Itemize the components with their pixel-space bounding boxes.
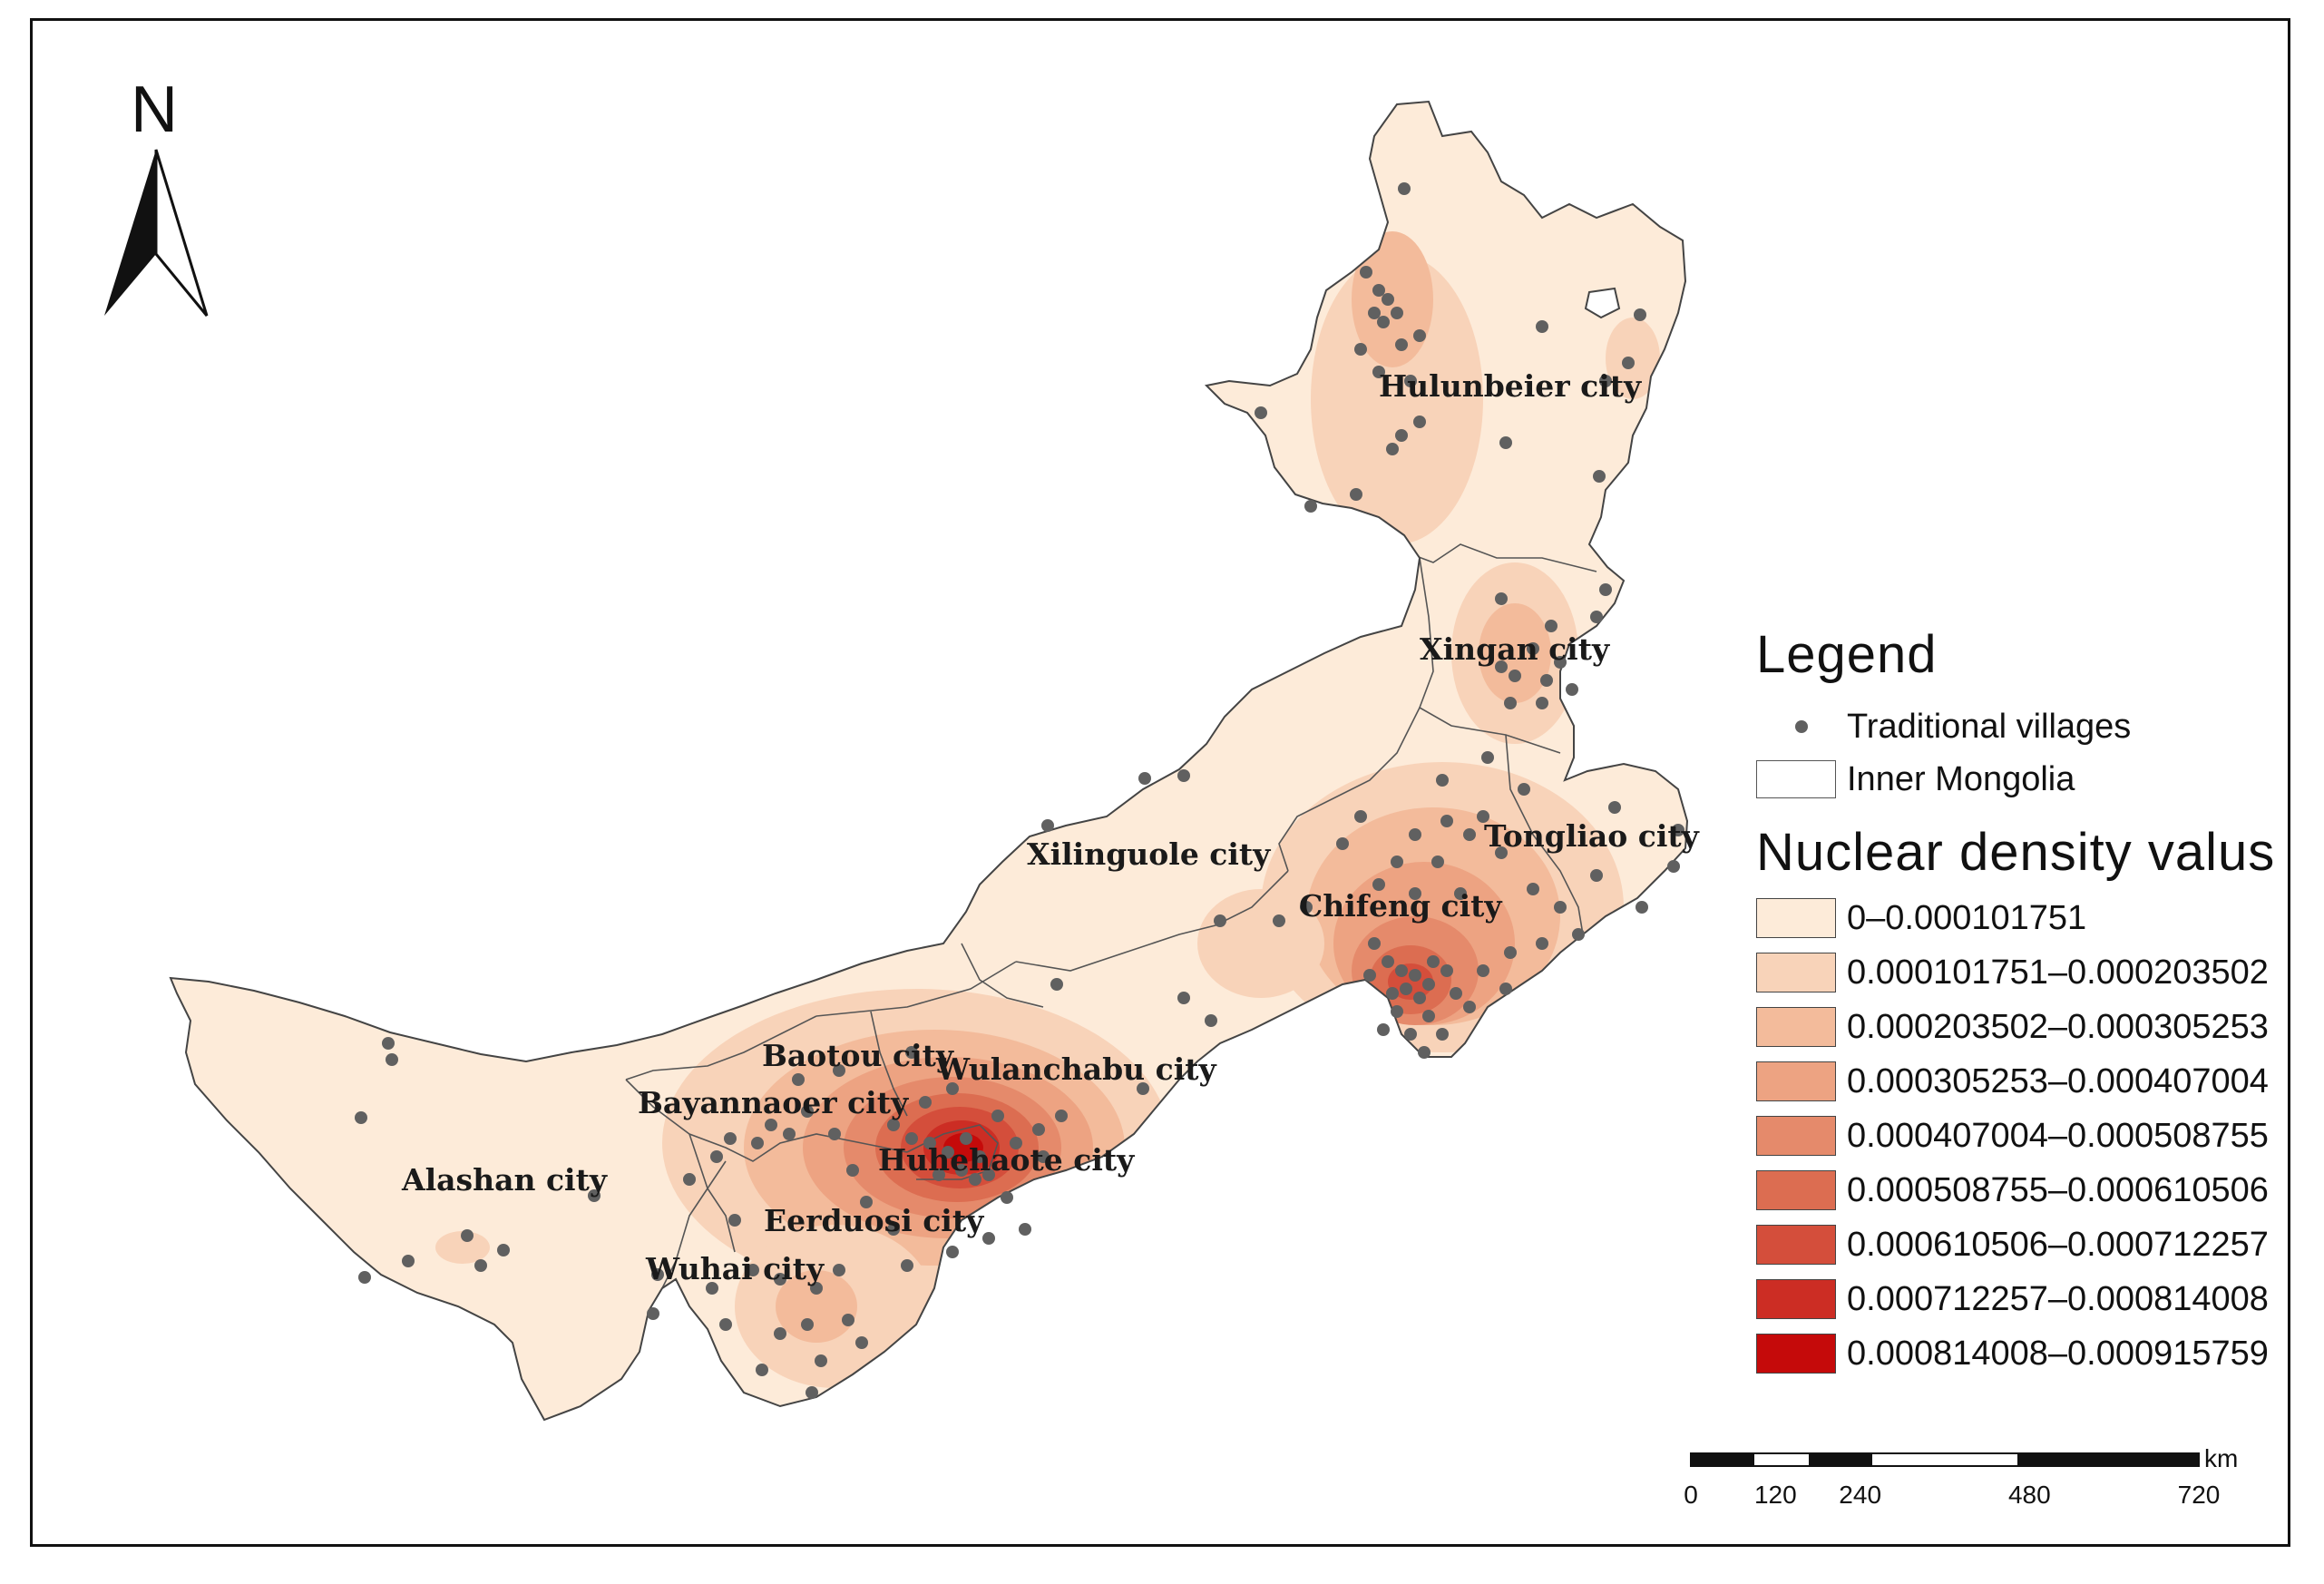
north-arrow-left-half xyxy=(104,150,156,316)
density-class-label: 0.000712257–0.000814008 xyxy=(1847,1279,2269,1318)
density-class-label: 0–0.000101751 xyxy=(1847,898,2087,937)
label-eerduosi: Eerduosi city xyxy=(764,1203,984,1238)
density-title: Nuclear density valus xyxy=(1756,823,2276,882)
density-class-swatch xyxy=(1756,1007,1836,1047)
north-arrow: N xyxy=(104,73,209,317)
city-boundaries xyxy=(625,543,1597,1289)
scale-bar-graphic xyxy=(1690,1452,2200,1467)
density-class-row: 0.000101751–0.000203502 xyxy=(1756,945,2291,1000)
density-class-swatch xyxy=(1756,1225,1836,1265)
city-labels: Hulunbeier city Xingan city Tongliao cit… xyxy=(401,368,1700,1286)
legend-title: Legend xyxy=(1756,625,1938,684)
label-tongliao: Tongliao city xyxy=(1484,818,1700,854)
north-arrow-right-half xyxy=(154,149,209,317)
scale-tick-label: 480 xyxy=(2007,1481,2051,1509)
density-class-swatch xyxy=(1756,1116,1836,1156)
label-baotou: Baotou city xyxy=(762,1038,954,1073)
legend-region-label: Inner Mongolia xyxy=(1847,759,2075,798)
legend-item-villages: Traditional villages xyxy=(1756,700,2291,753)
label-hulunbeier: Hulunbeier city xyxy=(1379,368,1642,404)
density-class-swatch xyxy=(1756,1061,1836,1101)
density-class-label: 0.000305253–0.000407004 xyxy=(1847,1061,2269,1100)
density-class-label: 0.000508755–0.000610506 xyxy=(1847,1170,2269,1209)
density-class-label: 0.000610506–0.000712257 xyxy=(1847,1225,2269,1264)
density-class-swatch xyxy=(1756,953,1836,992)
density-class-row: 0.000712257–0.000814008 xyxy=(1756,1272,2291,1326)
label-xilinguole: Xilinguole city xyxy=(1027,836,1271,872)
density-class-label: 0.000814008–0.000915759 xyxy=(1847,1334,2269,1373)
scale-tick-label: 0 xyxy=(1684,1481,1698,1509)
village-dot-icon xyxy=(1756,720,1847,733)
label-wuhai: Wuhai city xyxy=(645,1251,825,1286)
scale-tick-label: 240 xyxy=(1839,1481,1882,1509)
north-letter: N xyxy=(131,73,178,146)
label-huhehaote: Huhehaote city xyxy=(878,1142,1135,1178)
label-bayannaoer: Bayannaoer city xyxy=(638,1085,909,1120)
label-xingan: Xingan city xyxy=(1420,631,1610,667)
village-points xyxy=(355,182,1684,1399)
region-box-icon xyxy=(1756,760,1836,798)
density-class-list: 0–0.000101751 0.000101751–0.000203502 0.00… xyxy=(1756,891,2291,1381)
density-class-swatch xyxy=(1756,1279,1836,1319)
scale-unit: km xyxy=(2204,1444,2239,1472)
legend-item-region: Inner Mongolia xyxy=(1756,753,2291,806)
density-class-row: 0.000508755–0.000610506 xyxy=(1756,1163,2291,1217)
legend-villages-label: Traditional villages xyxy=(1847,707,2132,746)
density-class-swatch xyxy=(1756,898,1836,938)
density-class-label: 0.000407004–0.000508755 xyxy=(1847,1116,2269,1155)
density-class-row: 0–0.000101751 xyxy=(1756,891,2291,945)
density-class-swatch xyxy=(1756,1334,1836,1374)
density-class-row: 0.000407004–0.000508755 xyxy=(1756,1109,2291,1163)
density-class-label: 0.000203502–0.000305253 xyxy=(1847,1007,2269,1046)
legend: Legend Traditional villages Inner Mongol… xyxy=(1756,626,2291,1381)
scale-bar: km 0 120 240 480 720 xyxy=(1684,1444,2238,1509)
density-class-row: 0.000305253–0.000407004 xyxy=(1756,1054,2291,1109)
scale-tick-label: 120 xyxy=(1753,1481,1797,1509)
density-class-label: 0.000101751–0.000203502 xyxy=(1847,953,2269,992)
density-class-row: 0.000814008–0.000915759 xyxy=(1756,1326,2291,1381)
density-class-row: 0.000203502–0.000305253 xyxy=(1756,1000,2291,1054)
label-chifeng: Chifeng city xyxy=(1299,888,1502,924)
label-alashan: Alashan city xyxy=(401,1162,608,1198)
lake-hole xyxy=(1584,287,1621,319)
density-class-swatch xyxy=(1756,1170,1836,1210)
scale-tick-label: 720 xyxy=(2177,1481,2221,1509)
label-wulanchabu: Wulanchabu city xyxy=(935,1051,1217,1087)
density-class-row: 0.000610506–0.000712257 xyxy=(1756,1217,2291,1272)
